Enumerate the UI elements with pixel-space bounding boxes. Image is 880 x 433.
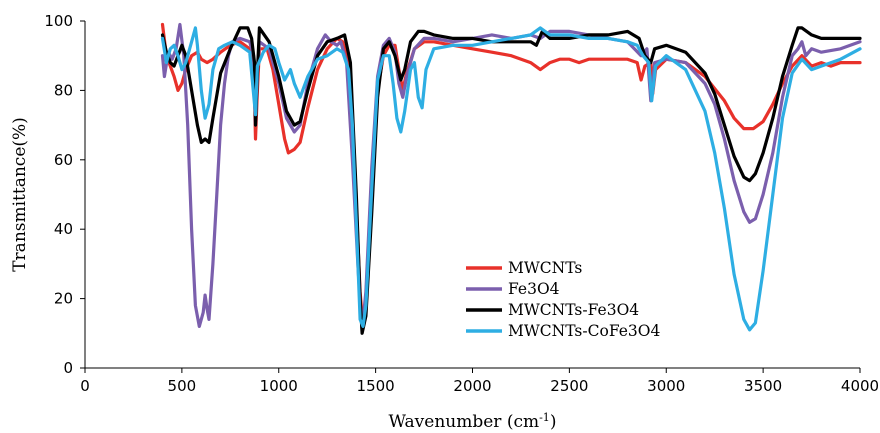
y-tick-label: 20 (54, 290, 73, 308)
legend-label-mwcnts: MWCNTs (508, 259, 582, 277)
x-tick-label: 2000 (453, 377, 491, 395)
legend-label-fe3o4: Fe3O4 (508, 280, 560, 298)
y-tick-label: 0 (63, 359, 73, 377)
series-lines (160, 22, 862, 335)
y-tick-label: 40 (54, 220, 73, 238)
legend-label-mwcnts-fe3o4: MWCNTs-Fe3O4 (508, 301, 639, 319)
y-tick-label: 80 (54, 81, 73, 99)
x-tick-label: 0 (80, 377, 90, 395)
x-tick-label: 3500 (744, 377, 782, 395)
x-axis-title: Wavenumber (cm-1) (389, 411, 557, 432)
axes: 0 500 1000 1500 2000 2500 3000 3500 4000 0 20 40 60 8… (10, 12, 879, 432)
x-tick-label: 3000 (647, 377, 685, 395)
legend-label-mwcnts-cofe3o4: MWCNTs-CoFe3O4 (508, 322, 660, 340)
x-tick-label: 4000 (841, 377, 879, 395)
y-axis-title: Transmittance(%) (10, 117, 30, 272)
y-tick-label: 100 (44, 12, 73, 30)
x-tick-label: 1000 (260, 377, 298, 395)
legend: MWCNTs Fe3O4 MWCNTs-Fe3O4 MWCNTs-CoFe3O4 (466, 259, 660, 340)
series-line-mwcnts-fe3o4 (160, 26, 862, 335)
x-tick-label: 1500 (357, 377, 395, 395)
x-tick-label: 500 (168, 377, 197, 395)
x-tick-label: 2500 (550, 377, 588, 395)
y-tick-label: 60 (54, 151, 73, 169)
series-line-mwcnts-cofe3o4 (160, 26, 862, 332)
